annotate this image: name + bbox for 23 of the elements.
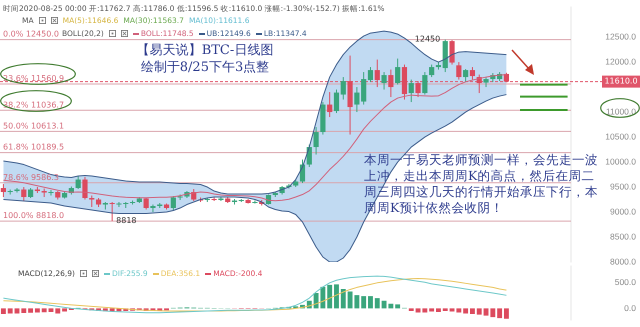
- y-tick-label: 10500.0: [605, 131, 636, 142]
- y-tick-label: 10000.0: [605, 156, 636, 166]
- y-tick-label: 9000.0: [610, 206, 636, 216]
- text: 绘制于8/25下午3点整: [140, 59, 270, 76]
- ref-line-label: 38.2% 11036.7: [3, 100, 64, 110]
- y-tick-label: 8500.0: [610, 231, 636, 242]
- ref-line-label: 78.6% 9586.3: [3, 172, 59, 182]
- text: 【易天说】BTC-日线图: [136, 42, 274, 59]
- ref-line-label: 50.0% 10613.1: [3, 121, 64, 130]
- y-tick-label: 12000.0: [605, 56, 636, 66]
- ref-line-label: 61.8% 10189.5: [3, 142, 64, 152]
- annotation: 8818: [116, 216, 137, 226]
- y-tick-label: 9500.0: [610, 181, 636, 192]
- y-tick-label: 12500.0: [605, 31, 636, 42]
- y-tick-label: 500.0: [614, 277, 636, 288]
- y-tick-label: 11000.0: [606, 106, 636, 116]
- ref-line-label: 11610.0: [604, 76, 638, 86]
- annotation: 12450: [414, 34, 440, 44]
- ref-line-label: 100.0% 8818.0: [3, 211, 64, 220]
- y-tick-label: 0.0: [624, 302, 636, 313]
- ref-line-label: 23.6% 11560.9: [3, 74, 64, 84]
- y-tick-label: 8000.0: [610, 256, 636, 266]
- ref-line-label: 0.0% 12450.0: [3, 30, 59, 39]
